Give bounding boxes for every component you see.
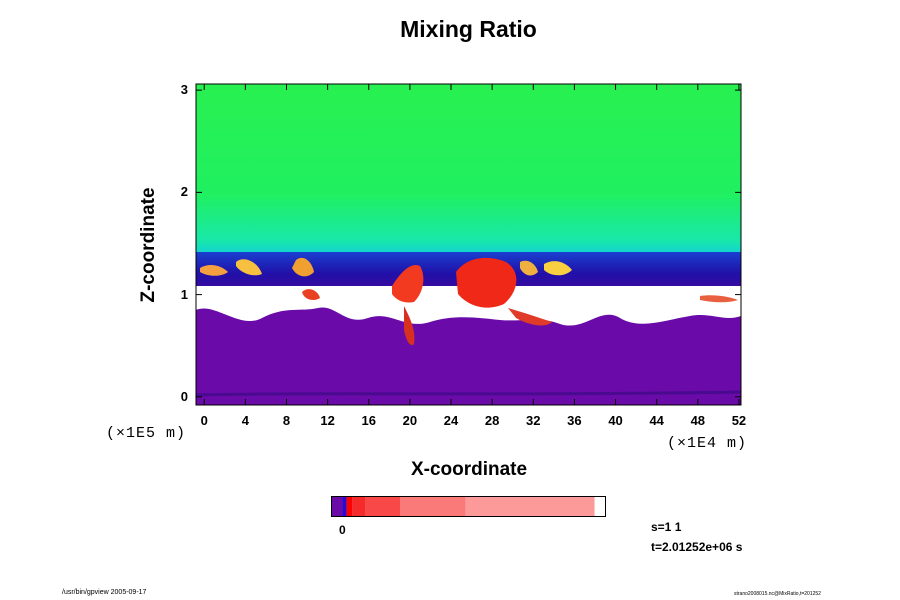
x-tick-label: 40 (608, 413, 623, 428)
x-tick-label: 32 (526, 413, 541, 428)
x-tick-label: 44 (649, 413, 664, 428)
x-tick-label: 8 (282, 413, 291, 428)
x-unit-label: (×1E4 m) (667, 435, 748, 452)
y-tick-label: 1 (180, 286, 188, 302)
x-axis-label: X-coordinate (410, 459, 528, 480)
colorbar-segment (365, 496, 400, 517)
axis-ticks (196, 84, 741, 405)
x-tick-label: 0 (200, 413, 208, 428)
colorbar-zero-label: 0 (339, 523, 346, 537)
colorbar-segment (331, 496, 343, 517)
y-tick-label: 0 (180, 388, 188, 404)
time-label: t=2.01252e+06 s (651, 540, 743, 554)
lower-purple-layer (196, 307, 741, 405)
y-tick-label: 3 (180, 82, 188, 98)
y-tick-label: 2 (180, 184, 188, 200)
x-tick-label: 52 (731, 413, 747, 428)
colorbar (331, 496, 606, 517)
x-tick-label: 24 (443, 413, 459, 428)
plot-frame (195, 83, 742, 406)
x-tick-label: 48 (690, 413, 706, 428)
x-tick-label: 20 (402, 413, 418, 428)
colorbar-segment (346, 496, 353, 517)
x-tick-label: 28 (484, 413, 500, 428)
y-unit-label: (×1E5 m) (106, 425, 187, 442)
step-label: s=1 1 (651, 520, 682, 534)
red-plumes (200, 257, 738, 346)
footer-source: strano2008015.nc@MixRatio,t=201252 (734, 591, 821, 597)
field-layers (196, 84, 741, 405)
footer-command: /usr/bin/gpview 2005-09-17 (62, 589, 147, 596)
colorbar-segment (465, 496, 595, 517)
colorbar-segment (352, 496, 366, 517)
x-tick-label: 16 (361, 413, 376, 428)
surface-band (196, 390, 741, 397)
colorbar-segment (400, 496, 466, 517)
y-axis-label: Z-coordinate (138, 187, 159, 303)
x-tick-label: 36 (567, 413, 582, 428)
colorbar-segment (342, 496, 347, 517)
upper-green-layer (196, 84, 741, 284)
x-tick-label: 12 (320, 413, 335, 428)
chart-title: Mixing Ratio (400, 16, 537, 42)
x-tick-label: 4 (241, 413, 249, 428)
